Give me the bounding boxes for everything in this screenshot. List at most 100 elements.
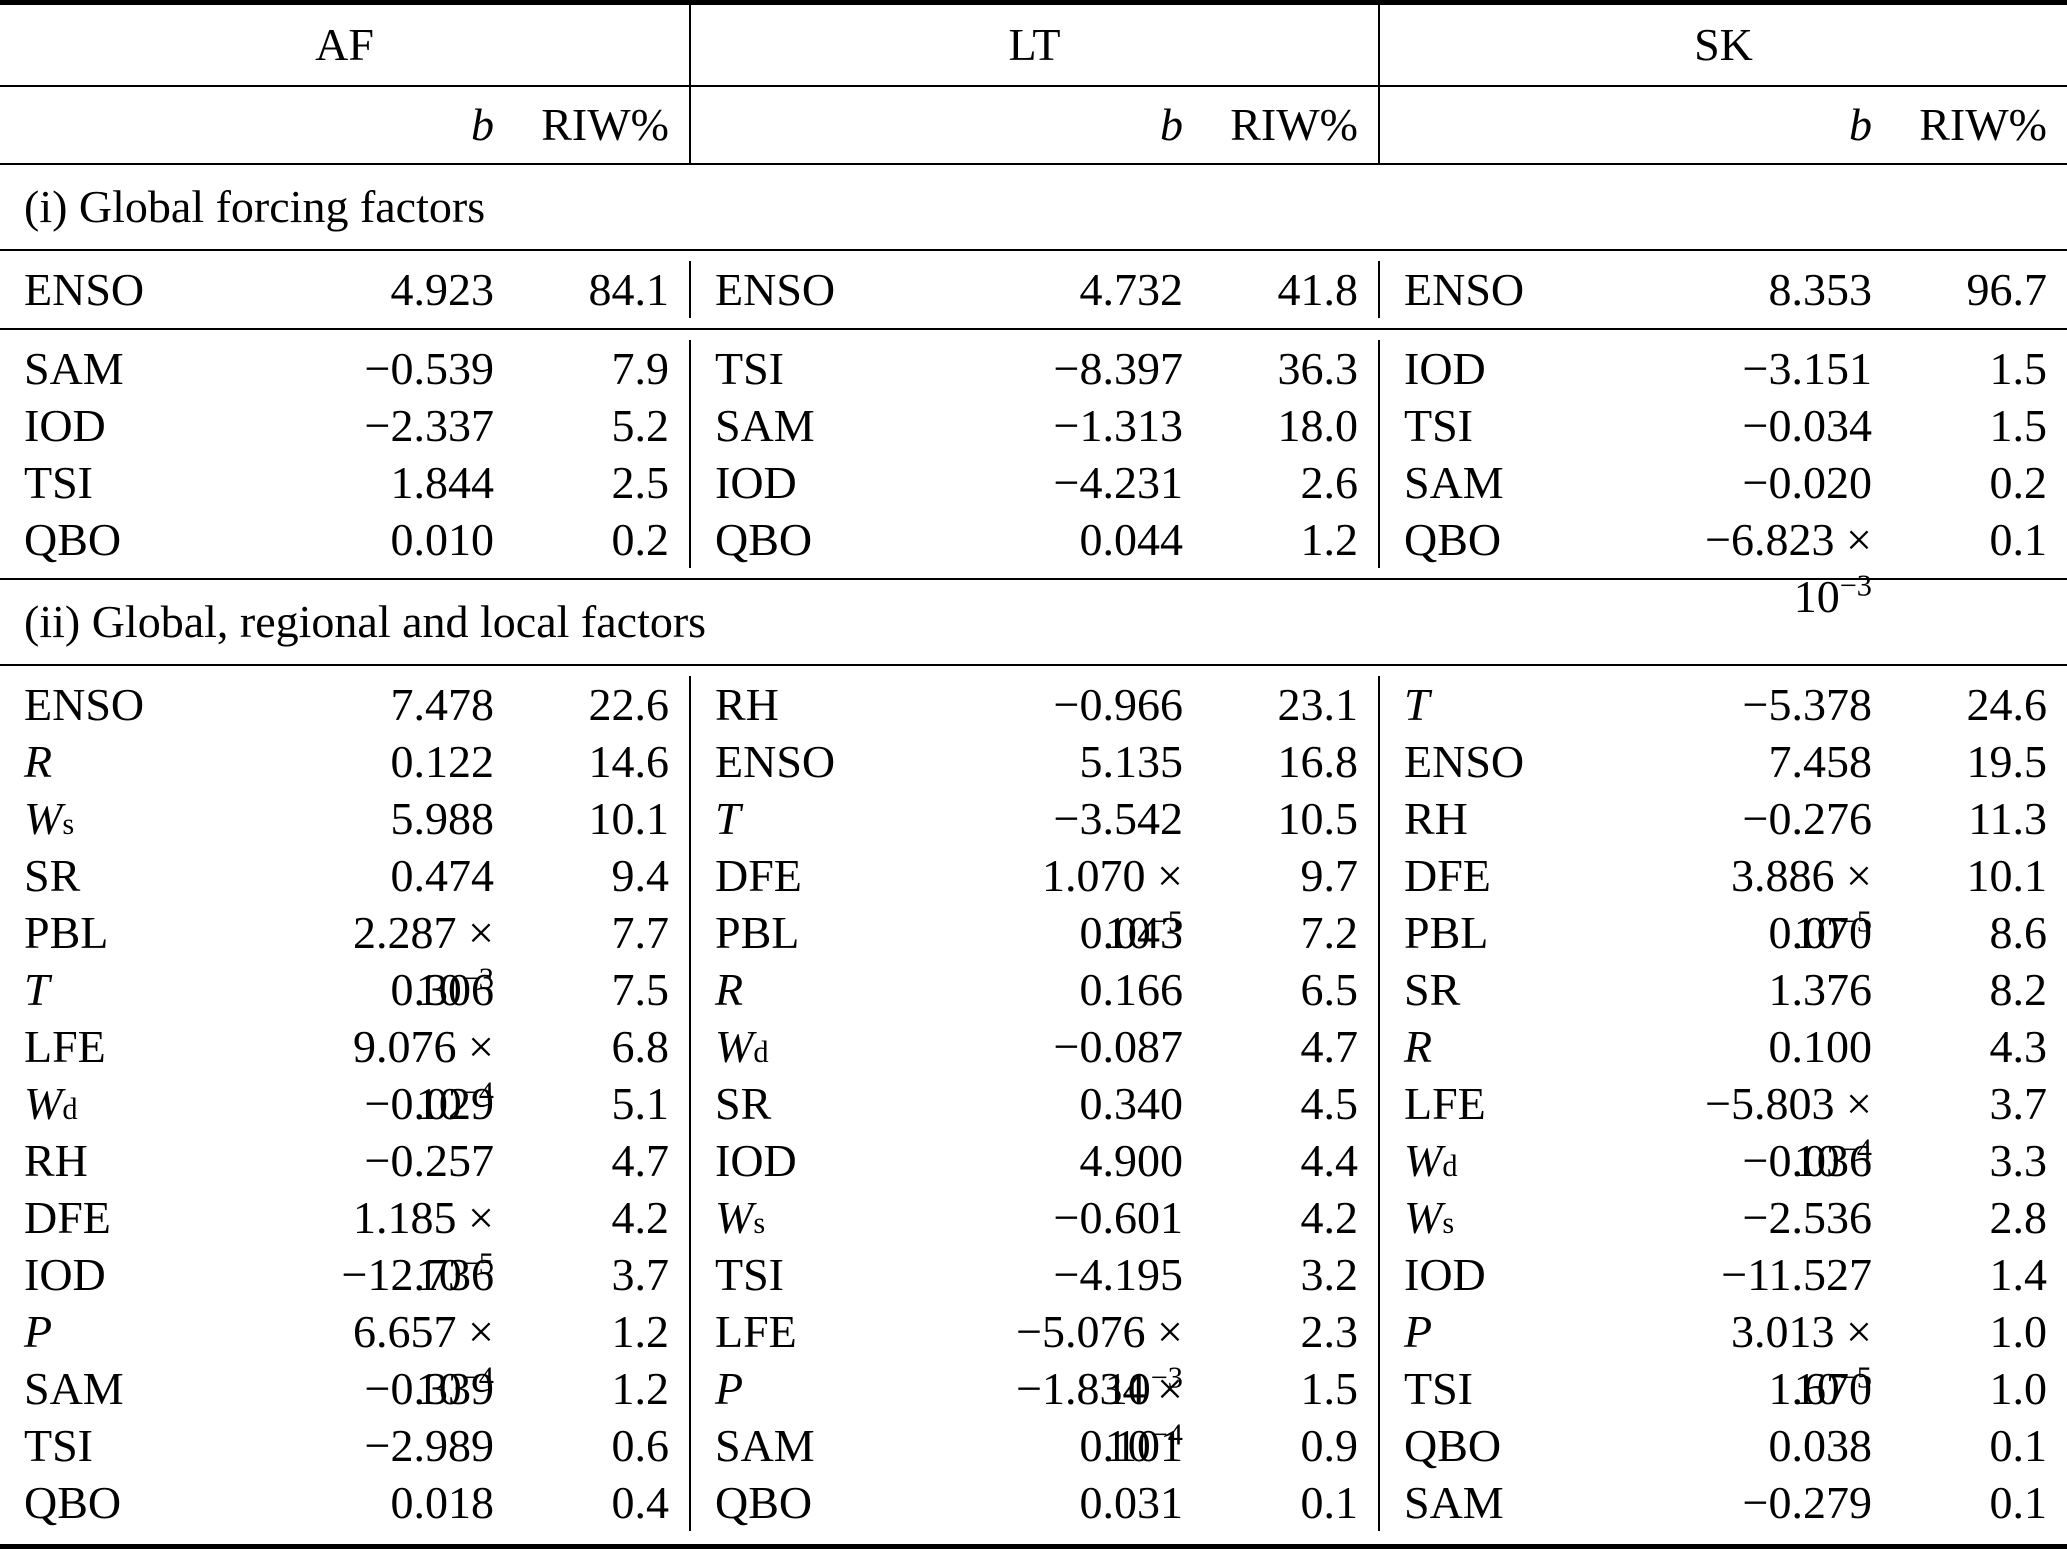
table-row: SAM −0.539 7.9 TSI −8.397 36.3 IOD −3.151 1.5 — [0, 340, 2067, 397]
b-value: −0.257 — [364, 1135, 494, 1186]
riw-value: 0.6 — [611, 1420, 670, 1471]
b-value: −2.989 — [364, 1420, 494, 1471]
variable-name: T — [715, 793, 741, 844]
riw-value: 6.8 — [611, 1021, 670, 1072]
riw-value: 1.5 — [1989, 400, 2048, 451]
b-value: −0.036 — [1742, 1135, 1872, 1186]
horizontal-rule — [0, 578, 2067, 580]
variable-cell: LFE — [24, 1018, 274, 1132]
b-value: −0.034 — [1742, 400, 1872, 451]
group-cell: QBO 0.038 0.1 — [1378, 1417, 2067, 1474]
b-value-cell: 7.458 — [1654, 733, 1873, 790]
b-value-exponent: −4 — [461, 1075, 494, 1110]
b-value-cell: 0.100 — [1654, 1018, 1873, 1075]
group-header-sk: SK — [1378, 5, 2067, 85]
group-cell: ENSO 8.353 96.7 — [1378, 261, 2067, 318]
b-value-cell: 0.070 — [1654, 904, 1873, 961]
group-cell: ENSO 4.732 41.8 — [689, 261, 1378, 318]
variable-cell: PBL — [715, 904, 965, 961]
b-column-header: b — [1849, 99, 1872, 150]
b-value-cell: −4.231 — [965, 454, 1183, 511]
b-value: 0.101 — [1079, 1420, 1184, 1471]
group-label-lt: LT — [1008, 19, 1061, 70]
variable-name: TSI — [715, 343, 784, 394]
b-value-cell: 0.043 — [965, 904, 1184, 961]
variable-name: LFE — [1404, 1078, 1486, 1129]
b-value-cell: −12.736 — [274, 1246, 494, 1303]
group-cell: TSI −4.195 3.2 — [689, 1246, 1378, 1303]
riw-value: 1.5 — [1989, 343, 2048, 394]
riw-value: 2.5 — [611, 457, 670, 508]
group-cell: SR 0.474 9.4 — [0, 847, 689, 904]
group-cell: IOD −2.337 5.2 — [0, 397, 689, 454]
variable-name: TSI — [1404, 400, 1473, 451]
b-value: 0.038 — [1768, 1420, 1873, 1471]
table-row: ENSO 7.478 22.6 RH −0.966 23.1 T −5.378 24.6 — [0, 676, 2067, 733]
group-cell: R 0.122 14.6 — [0, 733, 689, 790]
riw-value: 4.2 — [611, 1192, 670, 1243]
variable-cell: T — [715, 790, 965, 847]
b-value-cell: −0.339 — [274, 1360, 494, 1417]
variable-name: QBO — [715, 514, 813, 565]
b-value: 1.670 — [1768, 1363, 1873, 1414]
table-row: SAM −0.339 1.2 P −1.834 × 10−4 1.5 TSI 1.670 1.0 — [0, 1360, 2067, 1471]
b-value: −0.539 — [364, 343, 494, 394]
variable-name: SR — [24, 850, 81, 901]
riw-value: 2.8 — [1989, 1192, 2048, 1243]
variable-name: PBL — [715, 907, 800, 958]
variable-name: SAM — [24, 1363, 124, 1414]
variable-name: IOD — [1404, 1249, 1486, 1300]
group-cell: SR 1.376 8.2 — [1378, 961, 2067, 1018]
group-cell: TSI 1.844 2.5 — [0, 454, 689, 511]
riw-value: 0.1 — [1989, 514, 2048, 565]
b-value-cell: 3.886 × 10−5 — [1654, 847, 1872, 961]
riw-value: 8.6 — [1989, 907, 2048, 958]
row-block: SAM −0.539 7.9 TSI −8.397 36.3 IOD −3.151 1.5 IOD… — [0, 330, 2067, 622]
b-value: 6.657 × 10 — [353, 1306, 494, 1414]
variable-cell: R — [715, 961, 965, 1018]
riw-value: 0.1 — [1300, 1477, 1359, 1528]
b-value-cell: 0.166 — [965, 961, 1184, 1018]
b-value: −0.276 — [1742, 793, 1872, 844]
table-row: PBL 2.287 × 10−3 7.7 PBL 0.043 7.2 PBL 0.070 8.6 — [0, 904, 2067, 1015]
b-value: 2.287 × 10 — [353, 907, 494, 1015]
b-value-cell: 0.122 — [274, 733, 495, 790]
table-row: TSI 1.844 2.5 IOD −4.231 2.6 SAM −0.020 0.2 — [0, 454, 2067, 511]
horizontal-rule — [0, 328, 2067, 330]
column-header-row: b RIW% b RIW% b RIW% — [0, 87, 2067, 163]
b-value: −0.601 — [1053, 1192, 1183, 1243]
variable-name: LFE — [715, 1306, 797, 1357]
variable-cell: IOD — [24, 1246, 274, 1303]
group-header-af: AF — [0, 5, 689, 85]
section-label-row: (ii) Global, regional and local factors — [0, 580, 2067, 664]
riw-column-header: RIW% — [541, 99, 669, 150]
b-value-cell: −8.397 — [965, 340, 1183, 397]
variable-cell: P — [24, 1303, 274, 1417]
group-cell: SAM 0.101 0.9 — [689, 1417, 1378, 1474]
variable-name: R — [24, 736, 53, 787]
variable-name: ENSO — [24, 264, 145, 315]
variable-cell: ENSO — [1404, 733, 1654, 790]
b-value-cell: −1.313 — [965, 397, 1183, 454]
riw-value: 0.4 — [611, 1477, 670, 1528]
variable-name: R — [1404, 1021, 1433, 1072]
variable-cell: QBO — [24, 1474, 274, 1531]
variable-cell: TSI — [715, 1246, 965, 1303]
variable-cell: IOD — [24, 397, 274, 454]
variable-name: P — [1404, 1306, 1433, 1357]
group-cell: T −5.378 24.6 — [1378, 676, 2067, 733]
b-value: 0.340 — [1079, 1078, 1184, 1129]
b-value-cell: 0.010 — [274, 511, 495, 568]
b-value: −5.803 × 10 — [1705, 1078, 1872, 1186]
b-value: 7.458 — [1768, 736, 1873, 787]
variable-cell: SAM — [715, 397, 965, 454]
riw-value: 2.3 — [1300, 1306, 1359, 1357]
group-cell: Ws −2.536 2.8 — [1378, 1189, 2067, 1246]
variable-cell: ENSO — [715, 261, 965, 318]
variable-column-spacer — [1404, 87, 1654, 163]
b-value-cell: −0.029 — [274, 1075, 494, 1132]
riw-value: 5.2 — [611, 400, 670, 451]
group-cell: QBO 0.018 0.4 — [0, 1474, 689, 1531]
variable-name: SAM — [715, 1420, 815, 1471]
riw-value: 0.2 — [611, 514, 670, 565]
